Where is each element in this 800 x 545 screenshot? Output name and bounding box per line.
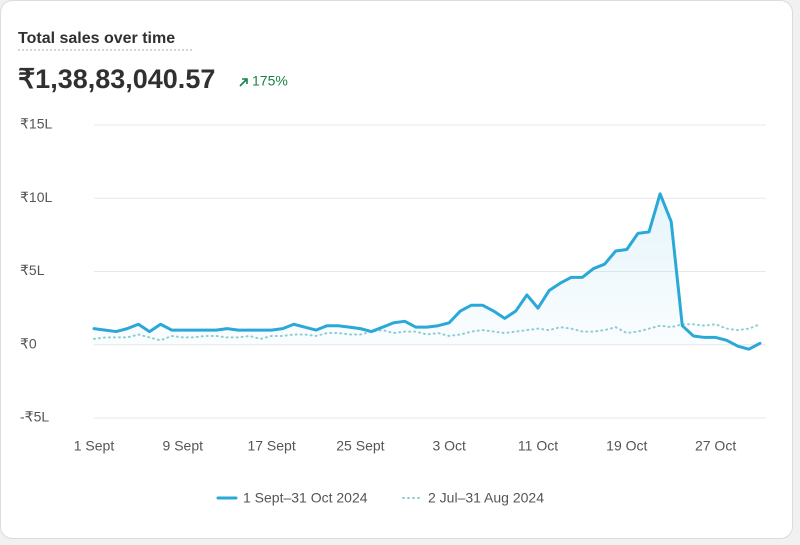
up-arrow (239, 78, 248, 87)
change-percent: 175% (252, 73, 288, 89)
x-tick-label: 25 Sept (336, 438, 384, 454)
y-tick-label: -₹5L (20, 409, 49, 425)
x-tick-label: 27 Oct (695, 438, 736, 454)
line (92, 192, 762, 351)
legend-label: 1 Sept–31 Oct 2024 (243, 490, 368, 506)
area (94, 193, 760, 350)
total-value: ₹1,38,83,040.57 (18, 64, 215, 94)
x-tick-label: 9 Sept (163, 438, 204, 454)
y-tick-label: ₹0 (20, 335, 37, 351)
x-tick-label: 11 Oct (518, 438, 558, 454)
x-tick-label: 17 Sept (247, 438, 295, 454)
x-tick-label: 19 Oct (606, 438, 647, 454)
y-tick-label: ₹10L (20, 189, 52, 205)
x-tick-label: 3 Oct (432, 438, 466, 454)
y-tick-label: ₹5L (20, 262, 45, 278)
x-tick-label: 1 Sept (74, 438, 115, 454)
chart-title[interactable]: Total sales over time (18, 30, 175, 47)
y-tick-label: ₹15L (20, 116, 52, 132)
legend-label: 2 Jul–31 Aug 2024 (428, 490, 544, 506)
